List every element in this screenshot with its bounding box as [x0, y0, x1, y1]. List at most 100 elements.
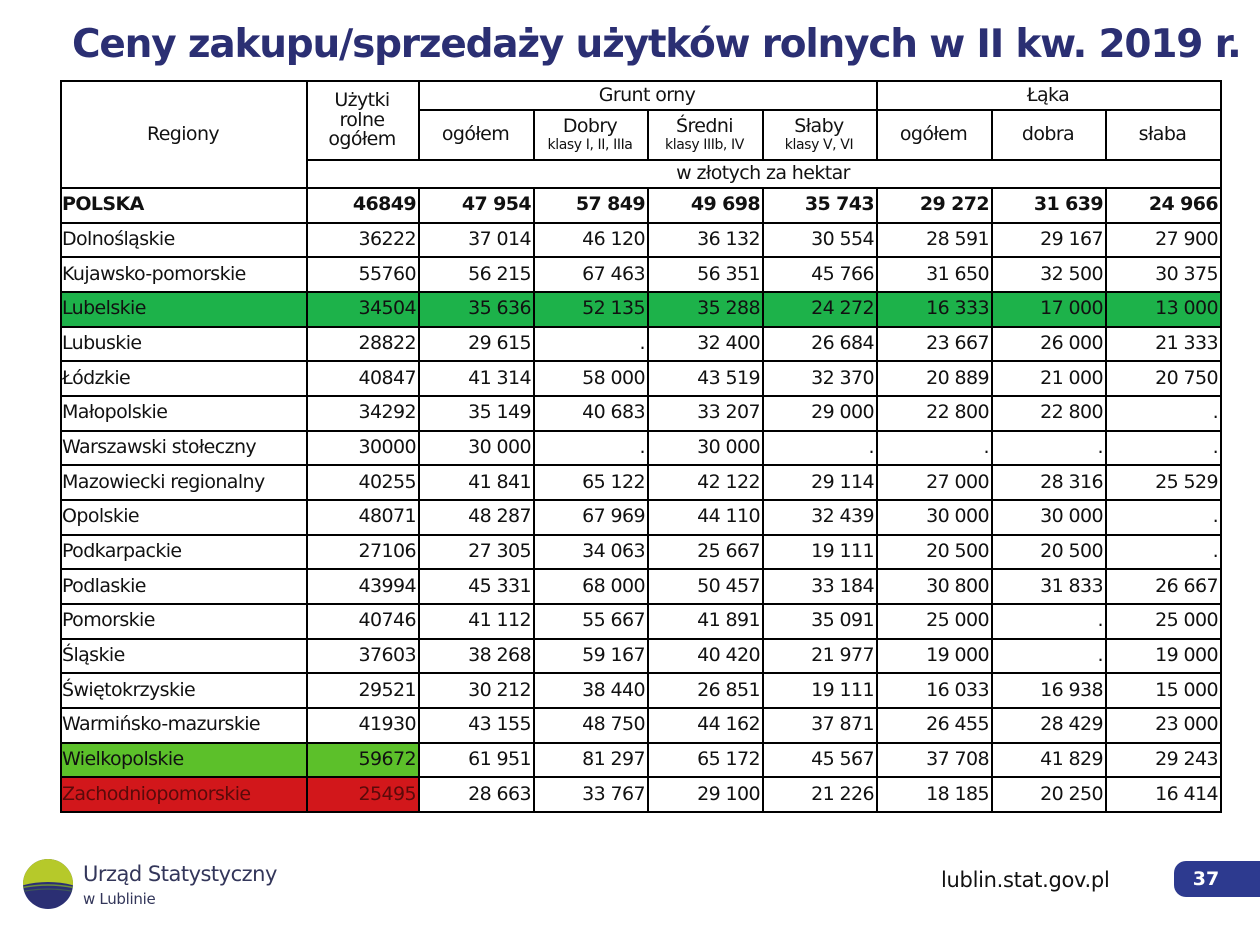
value-cell: 25 000 [876, 602, 993, 640]
value-cell: 45 331 [418, 568, 535, 605]
table-row: Warmińsko-mazurskie 41930 43 155 48 750 44 1… [60, 706, 1223, 744]
value-cell: 41 314 [418, 360, 535, 397]
value-cell: 59 167 [533, 637, 649, 675]
value-cell: 37 871 [762, 706, 878, 744]
region-cell: Lubelskie [60, 290, 308, 328]
logo-city: w Lublinie [83, 890, 156, 908]
value-cell: 19 111 [762, 672, 878, 709]
region-cell: Świętokrzyskie [60, 672, 308, 709]
value-cell: 33 207 [647, 394, 764, 432]
value-cell: 30 212 [418, 672, 535, 709]
value-cell: 21 977 [762, 637, 878, 675]
value-cell: 44 162 [647, 706, 764, 744]
value-cell: 48 287 [418, 498, 535, 536]
value-cell: 15 000 [1104, 672, 1223, 709]
value-cell: 27106 [306, 533, 420, 571]
region-cell: Śląskie [60, 637, 308, 675]
value-cell: 20 889 [876, 360, 993, 397]
page-number-badge: 37 [1174, 861, 1260, 897]
site-url[interactable]: lublin.stat.gov.pl [941, 868, 1110, 892]
table-row: Małopolskie 34292 35 149 40 683 33 207 29 000… [60, 394, 1223, 432]
region-cell: Warmińsko-mazurskie [60, 706, 308, 744]
value-cell: 34292 [306, 394, 420, 432]
table-row: Łódzkie 40847 41 314 58 000 43 519 32 370 20 8… [60, 360, 1223, 397]
value-cell: 20 500 [876, 533, 993, 571]
header-sredni-sub: klasy IIIb, IV [665, 137, 744, 154]
value-cell: 43 155 [418, 706, 535, 744]
header-unit: w złotych za hektar [305, 159, 1223, 189]
value-cell: 41 841 [418, 464, 535, 501]
table-row: Świętokrzyskie 29521 30 212 38 440 26 851 19 … [60, 672, 1223, 709]
value-cell: 38 268 [418, 637, 535, 675]
value-cell: . [876, 429, 993, 467]
value-cell: 20 750 [1104, 360, 1223, 397]
value-cell: 18 185 [876, 776, 993, 813]
value-cell: 30000 [306, 429, 420, 467]
value-cell: 27 000 [876, 464, 993, 501]
value-cell: 61 951 [418, 741, 535, 779]
region-cell: Dolnośląskie [60, 221, 308, 259]
table-row: Podkarpackie 27106 27 305 34 063 25 667 19 11… [60, 533, 1223, 571]
value-cell: 28822 [306, 325, 420, 363]
table-row: Kujawsko-pomorskie 55760 56 215 67 463 56 35… [60, 256, 1223, 293]
value-cell: 19 000 [1104, 637, 1223, 675]
header-grunt-ogolem: ogółem [418, 109, 535, 161]
value-cell: 67 969 [533, 498, 649, 536]
header-laka-ogolem: ogółem [876, 109, 993, 161]
value-cell: 44 110 [647, 498, 764, 536]
region-cell: Małopolskie [60, 394, 308, 432]
value-cell: 41 891 [647, 602, 764, 640]
table-row: Lubuskie 28822 29 615. 32 400 26 684 23 667 26… [60, 325, 1223, 363]
value-cell: 68 000 [533, 568, 649, 605]
value-cell: 29 272 [876, 187, 993, 224]
value-cell: 47 954 [418, 187, 535, 224]
region-cell: Lubuskie [60, 325, 308, 363]
value-cell: 16 033 [876, 672, 993, 709]
value-cell: 40255 [306, 464, 420, 501]
page-title: Ceny zakupu/sprzedaży użytków rolnych w … [72, 22, 1242, 67]
value-cell: . [991, 429, 1107, 467]
value-cell: 35 149 [418, 394, 535, 432]
value-cell: 34504 [306, 290, 420, 328]
table-row: Opolskie 48071 48 287 67 969 44 110 32 439 30 … [60, 498, 1223, 536]
value-cell: 40847 [306, 360, 420, 397]
value-cell: 30 800 [876, 568, 993, 605]
header-dobry: Dobry klasy I, II, IIIa [533, 109, 649, 161]
value-cell: 65 122 [533, 464, 649, 501]
value-cell: 29 615 [418, 325, 535, 363]
value-cell: 41 112 [418, 602, 535, 640]
value-cell: 28 316 [991, 464, 1107, 501]
value-cell: 16 938 [991, 672, 1107, 709]
value-cell: 41930 [306, 706, 420, 744]
value-cell: 45 766 [762, 256, 878, 293]
header-uzytki-rolne: Użytki rolne ogółem [306, 80, 420, 161]
value-cell: 28 429 [991, 706, 1107, 744]
value-cell: 28 663 [418, 776, 535, 813]
value-cell: 19 000 [876, 637, 993, 675]
value-cell: 22 800 [876, 394, 993, 432]
region-cell: Mazowiecki regionalny [60, 464, 308, 501]
value-cell: 55 667 [533, 602, 649, 640]
value-cell: 45 567 [762, 741, 878, 779]
value-cell: 31 639 [991, 187, 1107, 224]
header-grunt-orny: Grunt orny [418, 80, 878, 111]
value-cell: 30 000 [647, 429, 764, 467]
value-cell: 81 297 [533, 741, 649, 779]
value-cell: 41 829 [991, 741, 1107, 779]
region-cell: Podkarpackie [60, 533, 308, 571]
value-cell: . [533, 429, 649, 467]
value-cell: 26 684 [762, 325, 878, 363]
value-cell: 33 184 [762, 568, 878, 605]
value-cell: 55760 [306, 256, 420, 293]
value-cell: 26 455 [876, 706, 993, 744]
value-cell: 37 014 [418, 221, 535, 259]
value-cell: 59672 [306, 741, 420, 779]
value-cell: . [1104, 498, 1223, 536]
value-cell: 43994 [306, 568, 420, 605]
price-table: Regiony Użytki rolne ogółem Grunt orny Ł… [60, 80, 1223, 813]
value-cell: 37 708 [876, 741, 993, 779]
value-cell: 20 500 [991, 533, 1107, 571]
value-cell: 25 000 [1104, 602, 1223, 640]
value-cell: 35 636 [418, 290, 535, 328]
region-cell: Pomorskie [60, 602, 308, 640]
